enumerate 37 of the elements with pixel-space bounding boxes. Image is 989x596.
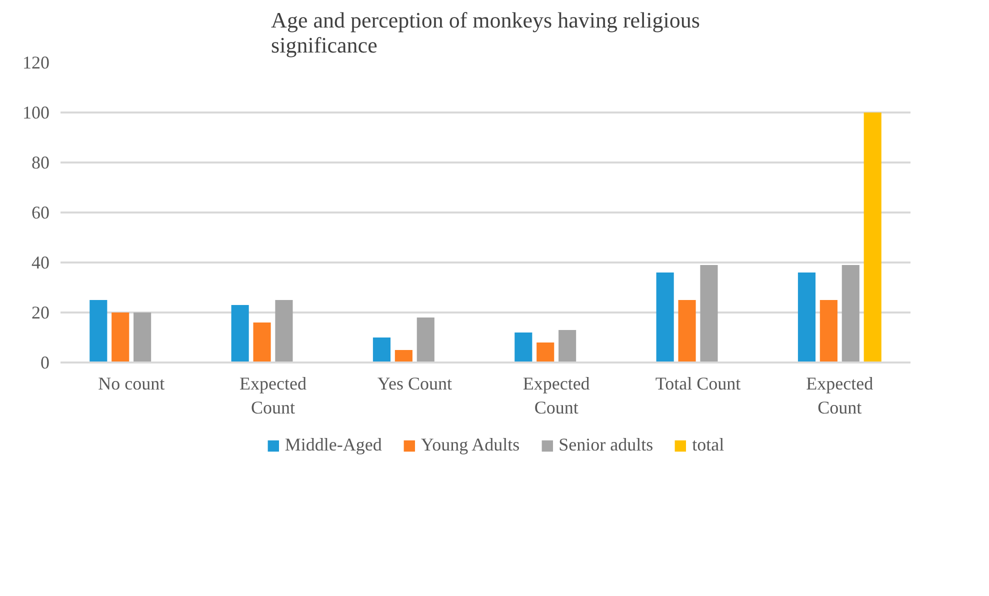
- x-tick-label: Expected Count: [240, 374, 306, 418]
- x-tick-label: Yes Count: [377, 374, 452, 394]
- chart-title: Age and perception of monkeys having religious significance: [271, 8, 700, 58]
- bar: [700, 265, 718, 362]
- bar: [372, 338, 391, 362]
- legend-label: total: [692, 434, 724, 456]
- x-tick-label: Expected Count: [522, 374, 590, 418]
- bar: [394, 350, 412, 362]
- y-tick-label: 100: [22, 102, 50, 122]
- bar: [514, 332, 532, 362]
- y-tick-label: 40: [32, 252, 50, 272]
- bar: [231, 305, 249, 362]
- legend-label: Senior adults: [558, 434, 654, 456]
- y-tick-label: 80: [32, 152, 50, 172]
- y-tick-label: 120: [22, 52, 50, 72]
- bar: [842, 265, 860, 362]
- bar: [558, 330, 576, 362]
- bar: [416, 318, 434, 362]
- x-tick-label: Total Count: [655, 374, 741, 394]
- bar: [864, 112, 882, 362]
- x-tick-label: Expected Count: [806, 374, 874, 418]
- legend-label: Middle-Aged: [284, 434, 382, 456]
- bar: [798, 272, 816, 362]
- y-tick-label: 60: [32, 202, 50, 222]
- bar: [253, 322, 271, 362]
- y-tick-label: 20: [32, 302, 50, 322]
- bar: [678, 300, 696, 362]
- x-tick-label: No count: [98, 374, 165, 394]
- bar: [90, 300, 108, 362]
- legend-label: Young Adults: [420, 434, 520, 456]
- y-tick-label: 0: [40, 352, 50, 372]
- bar: [134, 312, 152, 362]
- bar: [820, 300, 838, 362]
- bar: [536, 342, 554, 362]
- bar: [656, 272, 674, 362]
- bar: [275, 300, 293, 362]
- bar: [112, 312, 130, 362]
